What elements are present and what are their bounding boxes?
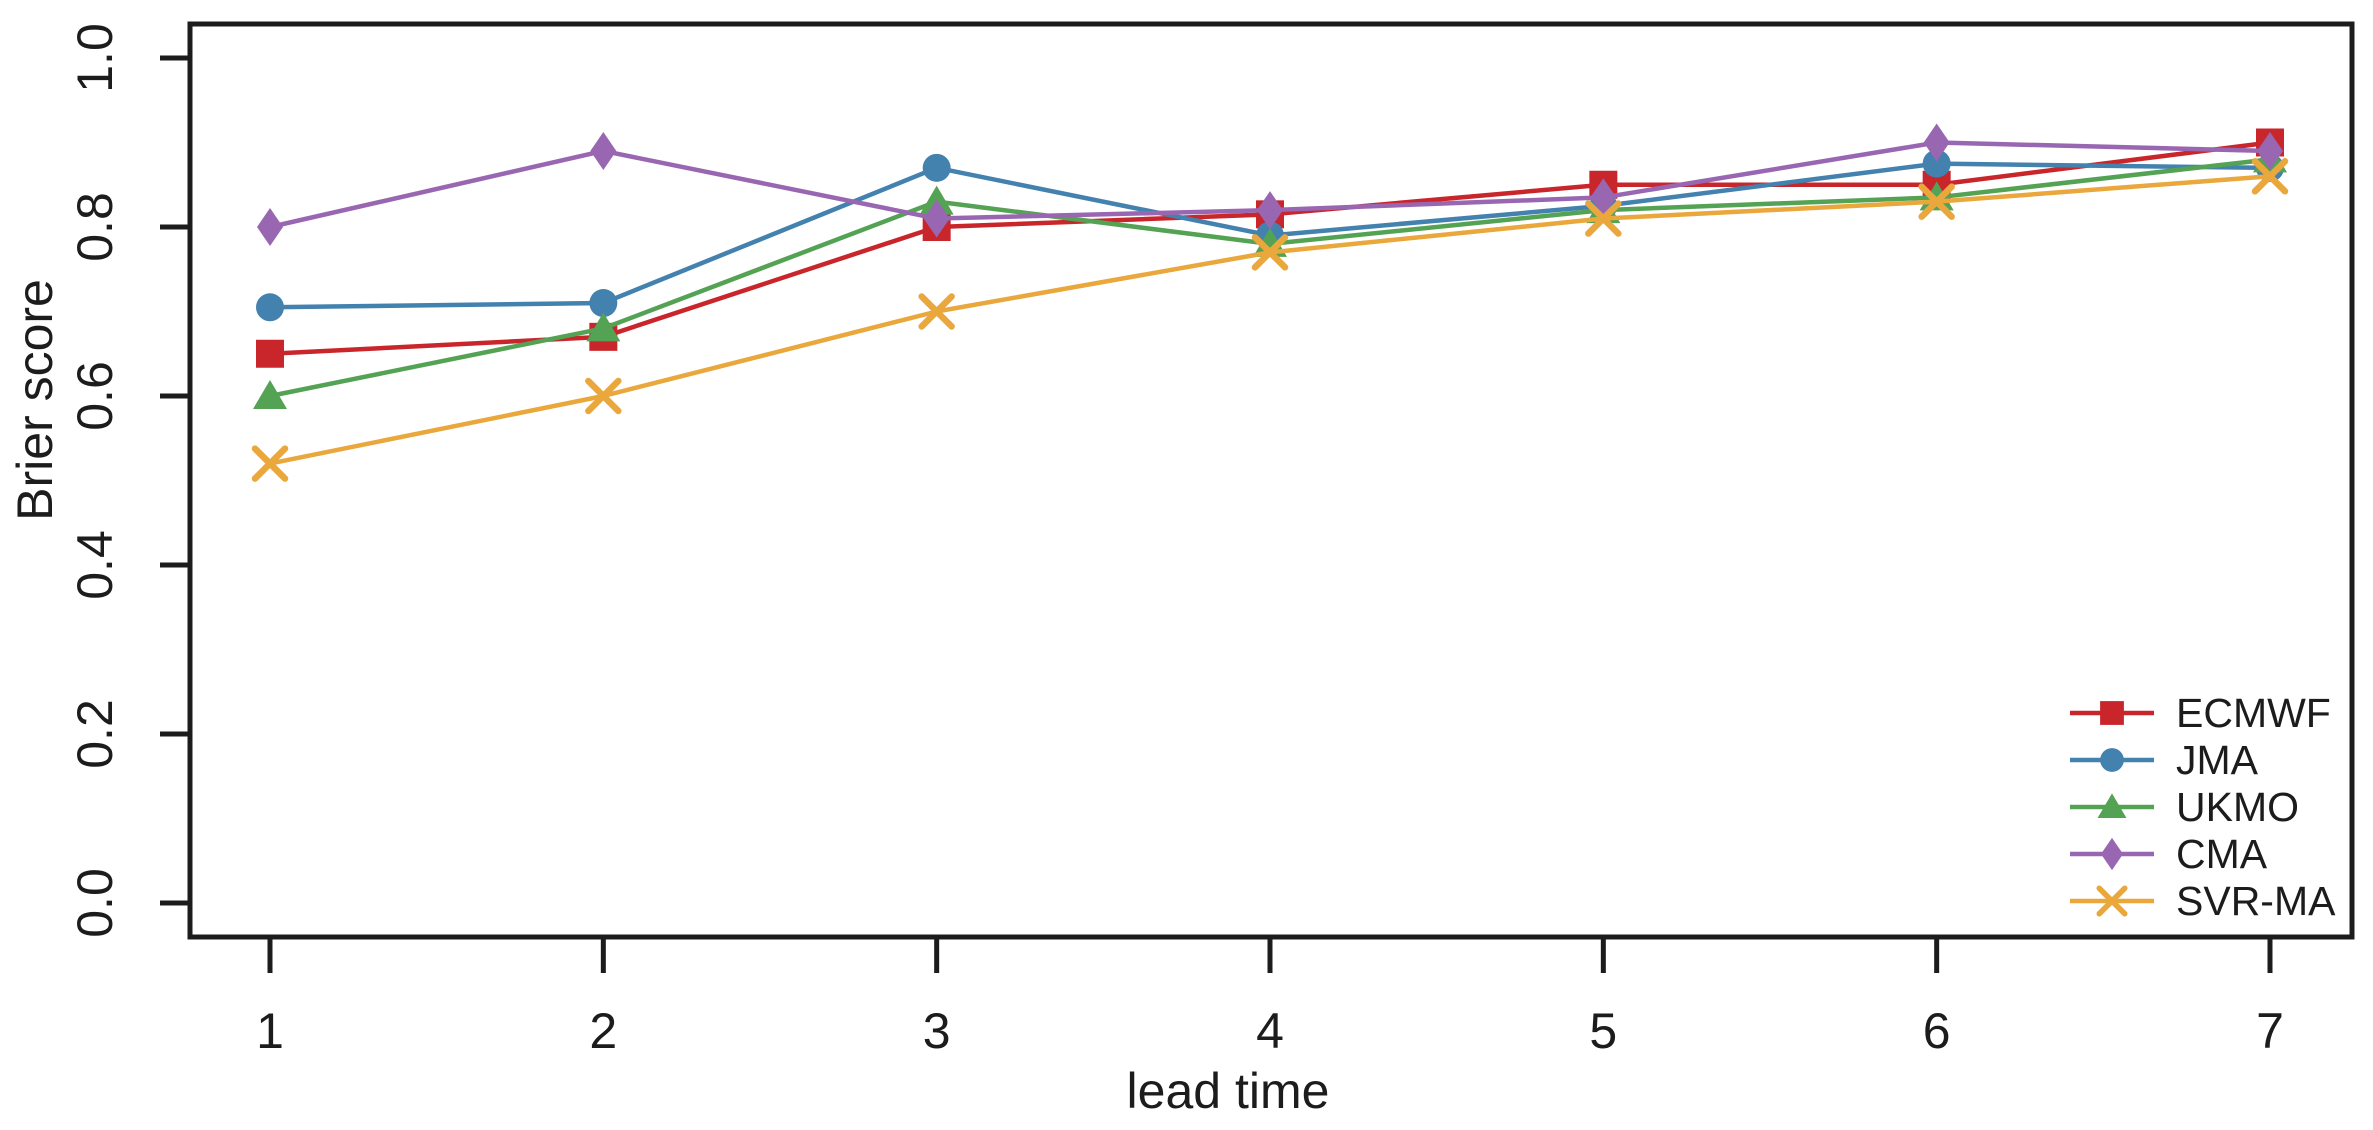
data-point-marker-triangle <box>2097 793 2127 819</box>
y-tick-label: 0.8 <box>67 192 123 262</box>
x-tick-label: 3 <box>923 1003 951 1059</box>
y-tick-label: 1.0 <box>67 23 123 93</box>
data-point-marker-diamond <box>923 199 950 238</box>
series-svr-ma <box>251 158 2289 482</box>
data-point-marker-x <box>585 377 622 415</box>
legend-item-svr-ma: SVR-MA <box>2070 878 2336 924</box>
legend-item-cma: CMA <box>2070 831 2268 877</box>
y-tick-label: 0.6 <box>67 361 123 431</box>
data-point-marker-triangle <box>253 380 287 409</box>
data-point-marker-diamond <box>2257 131 2283 170</box>
data-point-marker-diamond <box>257 208 283 246</box>
data-point-marker-x <box>251 445 289 482</box>
data-point-marker-x <box>1918 183 1955 220</box>
legend-item-ecmwf: ECMWF <box>2070 690 2331 736</box>
x-tick-label: 4 <box>1256 1003 1284 1059</box>
legend-label: JMA <box>2176 737 2259 783</box>
data-point-marker-x <box>1585 200 1622 237</box>
legend-label: SVR-MA <box>2176 878 2336 924</box>
data-point-marker-circle <box>922 153 951 182</box>
data-point-marker-triangle <box>586 312 621 342</box>
x-axis-title: lead time <box>1127 1063 1330 1119</box>
y-tick-label: 0.0 <box>67 868 123 938</box>
data-point-marker-x <box>1251 234 1289 271</box>
data-point-marker-x <box>2251 158 2289 195</box>
y-axis-title: Brier score <box>7 279 63 521</box>
data-point-marker-diamond <box>1923 123 1950 162</box>
data-point-marker-square <box>256 339 284 368</box>
data-point-marker-circle <box>2100 748 2124 772</box>
x-tick-label: 5 <box>1589 1003 1617 1059</box>
data-point-marker-circle <box>589 289 618 318</box>
x-tick-label: 7 <box>2256 1003 2284 1059</box>
y-tick-label: 0.2 <box>67 699 123 769</box>
data-point-marker-diamond <box>2100 837 2124 871</box>
data-point-marker-square <box>2100 701 2124 725</box>
legend-label: CMA <box>2176 831 2268 877</box>
legend-label: ECMWF <box>2176 690 2331 736</box>
data-point-marker-diamond <box>1257 191 1283 230</box>
legend-label: UKMO <box>2176 784 2299 830</box>
data-point-marker-x <box>2096 885 2128 917</box>
x-tick-label: 6 <box>1923 1003 1951 1059</box>
data-point-marker-diamond <box>1590 178 1617 217</box>
data-point-marker-diamond <box>590 131 617 170</box>
data-point-marker-circle <box>1922 149 1951 178</box>
x-axis: 1 2 3 4 5 6 7 <box>256 937 2284 1059</box>
series-cma <box>257 123 2283 246</box>
legend-item-ukmo: UKMO <box>2070 784 2299 830</box>
legend-item-jma: JMA <box>2070 737 2259 783</box>
y-tick-label: 0.4 <box>67 530 123 600</box>
data-point-marker-circle <box>256 293 284 322</box>
data-point-marker-x <box>918 293 955 330</box>
x-tick-label: 1 <box>256 1003 284 1059</box>
x-tick-label: 2 <box>589 1003 617 1059</box>
y-axis: 0.0 0.2 0.4 0.6 0.8 1.0 <box>67 23 190 938</box>
